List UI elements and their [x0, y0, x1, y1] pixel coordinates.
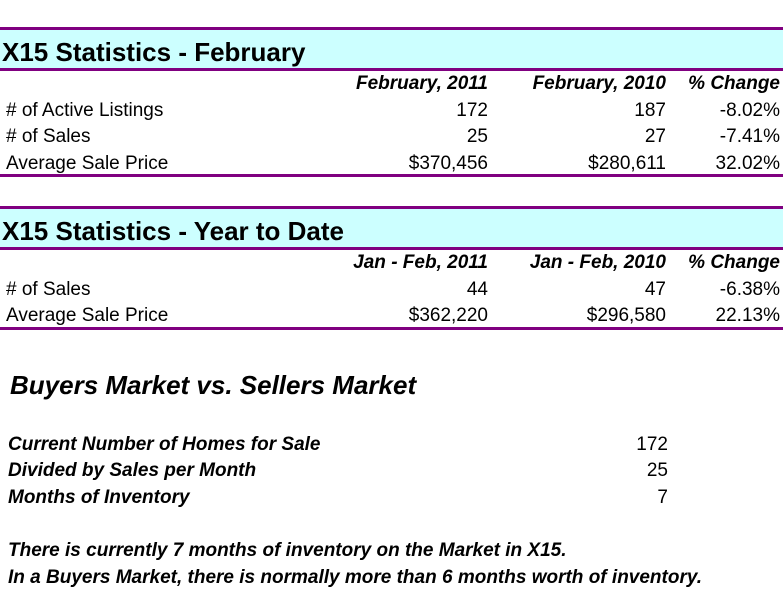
- market-note: In a Buyers Market, there is normally mo…: [8, 567, 703, 588]
- monthly-stats-title: X15 Statistics - February: [0, 27, 783, 71]
- cell: 32.02%: [715, 152, 780, 174]
- cell: $370,456: [408, 152, 488, 174]
- cell: $296,580: [586, 305, 666, 326]
- cell: 44: [466, 278, 488, 300]
- cell: 47: [644, 278, 666, 300]
- market-row-value: 7: [657, 487, 668, 508]
- cell: 187: [634, 99, 666, 121]
- table-row: # of Sales 44 47 -6.38%: [0, 277, 783, 304]
- ytd-stats-section: X15 Statistics - Year to Date Jan - Feb,…: [0, 206, 783, 330]
- col-header: % Change: [688, 252, 780, 273]
- market-row: Months of Inventory 7: [8, 485, 668, 511]
- col-header: February, 2010: [532, 73, 666, 94]
- cell: $280,611: [588, 152, 666, 174]
- cell: -6.38%: [719, 278, 780, 300]
- market-row-value: 172: [636, 434, 668, 455]
- market-row-label: Months of Inventory: [8, 487, 190, 508]
- row-label: Average Sale Price: [6, 152, 169, 174]
- market-note: There is currently 7 months of inventory…: [8, 540, 567, 561]
- cell: 27: [644, 126, 666, 147]
- row-label: # of Sales: [6, 126, 91, 147]
- ytd-stats-title: X15 Statistics - Year to Date: [0, 206, 783, 250]
- cell: $362,220: [408, 305, 488, 326]
- cell: 25: [466, 126, 488, 147]
- col-header: % Change: [688, 73, 780, 94]
- market-title: Buyers Market vs. Sellers Market: [10, 370, 417, 400]
- table-row: Average Sale Price $370,456 $280,611 32.…: [0, 151, 783, 177]
- monthly-header-row: February, 2011 February, 2010 % Change: [0, 71, 783, 98]
- market-row: Current Number of Homes for Sale 172: [8, 432, 668, 458]
- col-header: Jan - Feb, 2010: [529, 252, 666, 273]
- market-row: Divided by Sales per Month 25: [8, 458, 668, 484]
- market-row-label: Current Number of Homes for Sale: [8, 434, 321, 455]
- row-label: # of Sales: [6, 278, 91, 300]
- cell: 172: [456, 99, 488, 121]
- market-row-label: Divided by Sales per Month: [8, 460, 257, 481]
- row-label: Average Sale Price: [6, 305, 169, 326]
- cell: -7.41%: [719, 126, 780, 147]
- table-row: # of Sales 25 27 -7.41%: [0, 124, 783, 151]
- table-row: # of Active Listings 172 187 -8.02%: [0, 98, 783, 125]
- cell: 22.13%: [715, 305, 780, 326]
- col-header: Jan - Feb, 2011: [353, 252, 488, 273]
- monthly-stats-section: X15 Statistics - February February, 2011…: [0, 27, 783, 177]
- market-row-value: 25: [646, 460, 668, 481]
- table-row: Average Sale Price $362,220 $296,580 22.…: [0, 303, 783, 330]
- cell: -8.02%: [719, 99, 780, 121]
- col-header: February, 2011: [355, 73, 488, 94]
- row-label: # of Active Listings: [6, 99, 164, 121]
- ytd-header-row: Jan - Feb, 2011 Jan - Feb, 2010 % Change: [0, 250, 783, 277]
